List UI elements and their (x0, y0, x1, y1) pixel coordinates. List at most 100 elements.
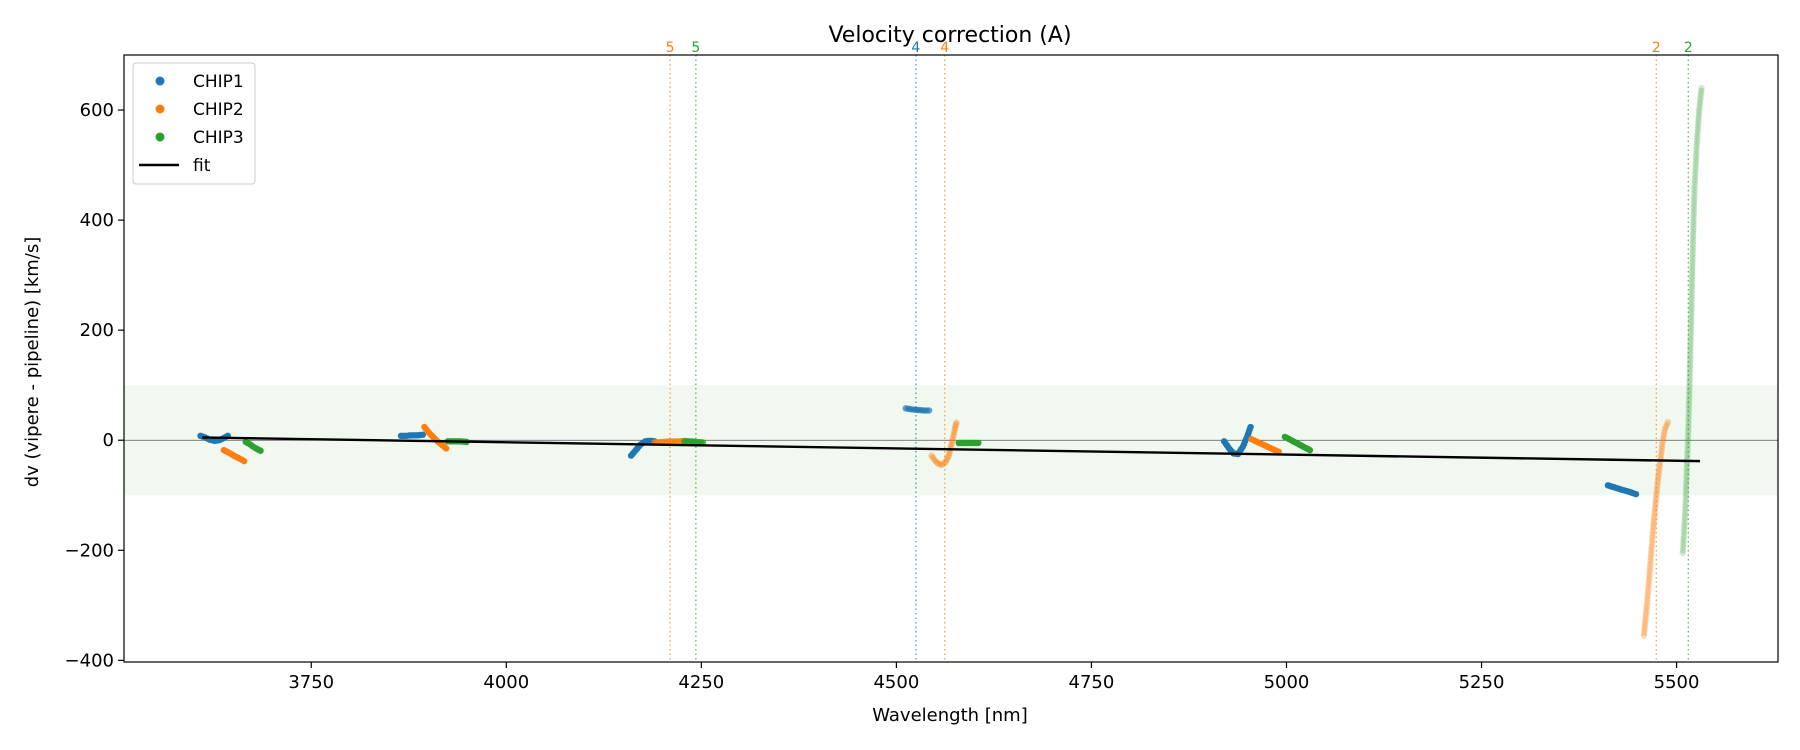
data-point (1693, 148, 1700, 156)
order-marker-label-3: 4 (940, 40, 949, 56)
data-point (1641, 621, 1649, 628)
data-point (1688, 302, 1695, 309)
data-point (1643, 604, 1650, 612)
y-axis-title: dv (vipere - pipeline) [km/s] (22, 237, 43, 488)
data-point (1685, 399, 1693, 407)
data-point (1682, 496, 1689, 504)
data-point (1680, 532, 1688, 539)
data-point (1659, 439, 1666, 447)
data-point (1681, 520, 1688, 527)
data-point (1657, 453, 1665, 460)
data-point (1691, 178, 1699, 185)
data-point (1644, 590, 1652, 597)
segment-chip3-order-2 (1679, 84, 1705, 557)
data-point (1688, 310, 1695, 318)
data-point (1664, 418, 1672, 426)
data-point (1691, 172, 1699, 179)
data-point (1693, 142, 1700, 150)
data-point (1683, 464, 1691, 471)
data-point (1655, 475, 1662, 482)
data-point (1696, 104, 1703, 111)
legend-frame (132, 62, 256, 185)
data-point (1688, 299, 1695, 306)
y-tick-label-0: −400 (65, 650, 114, 671)
data-point (1646, 563, 1654, 570)
legend-swatch-1 (155, 104, 165, 114)
data-point (1697, 90, 1705, 97)
data-point (1683, 467, 1691, 474)
data-point (1687, 319, 1695, 326)
data-point (1648, 545, 1655, 553)
data-point (1688, 276, 1696, 283)
x-tick-label-4: 4750 (1069, 672, 1115, 693)
data-point (1688, 287, 1696, 295)
segment-chip1-order-5a (397, 431, 427, 439)
data-point (1695, 109, 1703, 117)
y-tick-label-5: 600 (80, 100, 114, 121)
data-point (1684, 443, 1691, 450)
data-point (951, 428, 958, 436)
data-point (1686, 394, 1693, 401)
data-point (934, 460, 941, 467)
data-point (1685, 408, 1693, 415)
data-point (1648, 548, 1655, 556)
data-point (1658, 448, 1665, 455)
segment-chip3-order-3 (1281, 433, 1314, 454)
data-point (1684, 452, 1691, 459)
data-point (1644, 587, 1652, 594)
data-point (1686, 385, 1693, 392)
data-point (1656, 461, 1664, 469)
data-point (1646, 569, 1653, 576)
data-point (1690, 230, 1697, 237)
data-point (1682, 505, 1689, 512)
plot-area (124, 55, 1778, 662)
y-tick-label-4: 400 (80, 210, 114, 231)
data-point (1685, 397, 1693, 404)
data-point (1686, 359, 1694, 366)
data-point (1306, 446, 1314, 454)
data-point (946, 449, 953, 457)
data-point (1687, 316, 1695, 323)
chart-title: Velocity correction (A) (828, 23, 1071, 48)
data-point (1687, 330, 1695, 338)
data-point (1647, 560, 1654, 567)
data-point (1657, 450, 1665, 458)
data-point (1682, 493, 1690, 501)
data-point (1686, 379, 1693, 387)
data-point (1651, 505, 1659, 513)
data-point (1650, 516, 1658, 524)
data-point (1692, 169, 1699, 176)
data-point (240, 457, 248, 465)
data-point (1694, 123, 1702, 130)
data-point (1247, 423, 1254, 431)
data-point (1691, 192, 1698, 199)
data-point (942, 459, 949, 466)
data-point (1689, 244, 1697, 252)
data-point (1661, 428, 1668, 436)
data-point (1688, 279, 1696, 286)
data-point (1689, 233, 1697, 240)
data-point (940, 460, 947, 467)
data-point (1659, 437, 1667, 444)
data-point (1685, 402, 1693, 410)
data-point (1690, 221, 1697, 228)
data-point (1690, 201, 1698, 208)
legend-label-1: CHIP2 (193, 100, 244, 120)
data-point (1689, 241, 1697, 249)
data-point (1632, 490, 1640, 498)
data-point (1652, 500, 1659, 507)
data-point (1643, 602, 1651, 609)
data-point (1687, 327, 1695, 335)
data-point (1685, 429, 1692, 436)
segment-chip1-order-4 (902, 405, 933, 414)
data-point (1656, 464, 1663, 471)
data-point (1682, 502, 1689, 509)
data-point (1690, 224, 1697, 231)
data-point (1686, 362, 1694, 369)
data-point (1694, 131, 1701, 138)
data-point (1693, 151, 1700, 158)
segment-chip2-order-6 (220, 446, 248, 465)
data-point (1649, 531, 1656, 538)
